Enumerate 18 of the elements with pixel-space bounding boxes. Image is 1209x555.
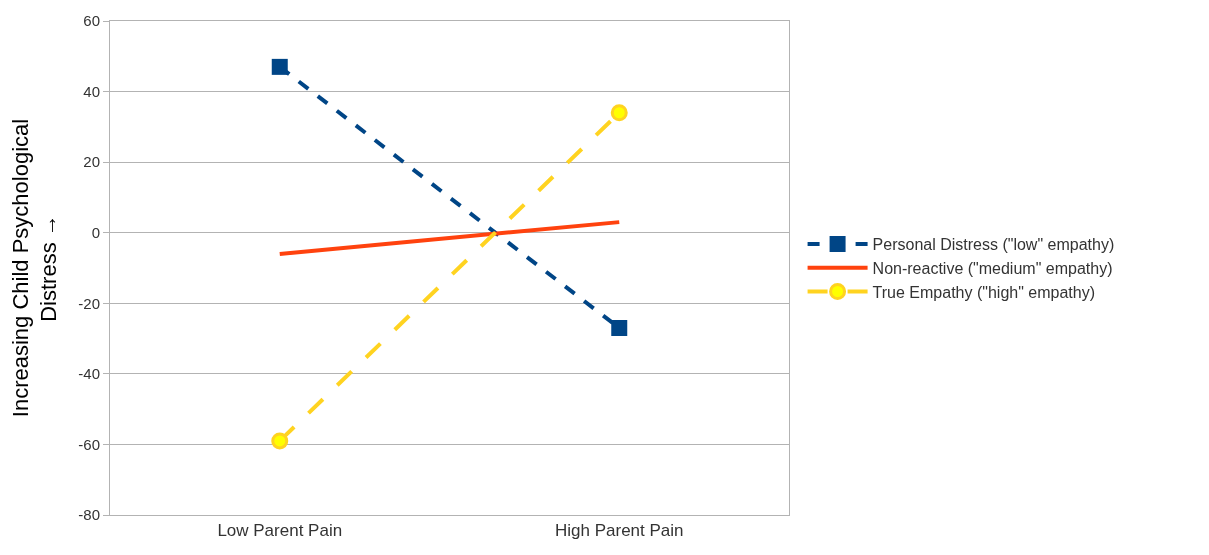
point xyxy=(271,58,288,75)
point xyxy=(611,319,628,336)
y-tick-label: 0 xyxy=(91,223,100,241)
y-tick-label: -80 xyxy=(78,506,100,524)
x-tick-label: High Parent Pain xyxy=(554,521,684,541)
legend-label: Personal Distress ("low" empathy) xyxy=(872,236,1115,254)
y-tick-label: 60 xyxy=(83,12,100,30)
x-tick-label: Low Parent Pain xyxy=(217,521,343,541)
y-tick-label: 20 xyxy=(83,153,100,171)
y-tick-label: -20 xyxy=(78,294,100,312)
legend-label: True Empathy ("high" empathy) xyxy=(872,283,1095,301)
y-tick-label: 40 xyxy=(83,82,100,100)
legend-label: Non-reactive ("medium" empathy) xyxy=(872,259,1113,277)
y-tick-label: -40 xyxy=(78,365,100,383)
y-tick-label: -60 xyxy=(78,435,100,453)
point xyxy=(271,432,289,450)
y-axis-title: Increasing Child Psychological Distress → xyxy=(7,118,62,418)
point xyxy=(610,104,628,122)
